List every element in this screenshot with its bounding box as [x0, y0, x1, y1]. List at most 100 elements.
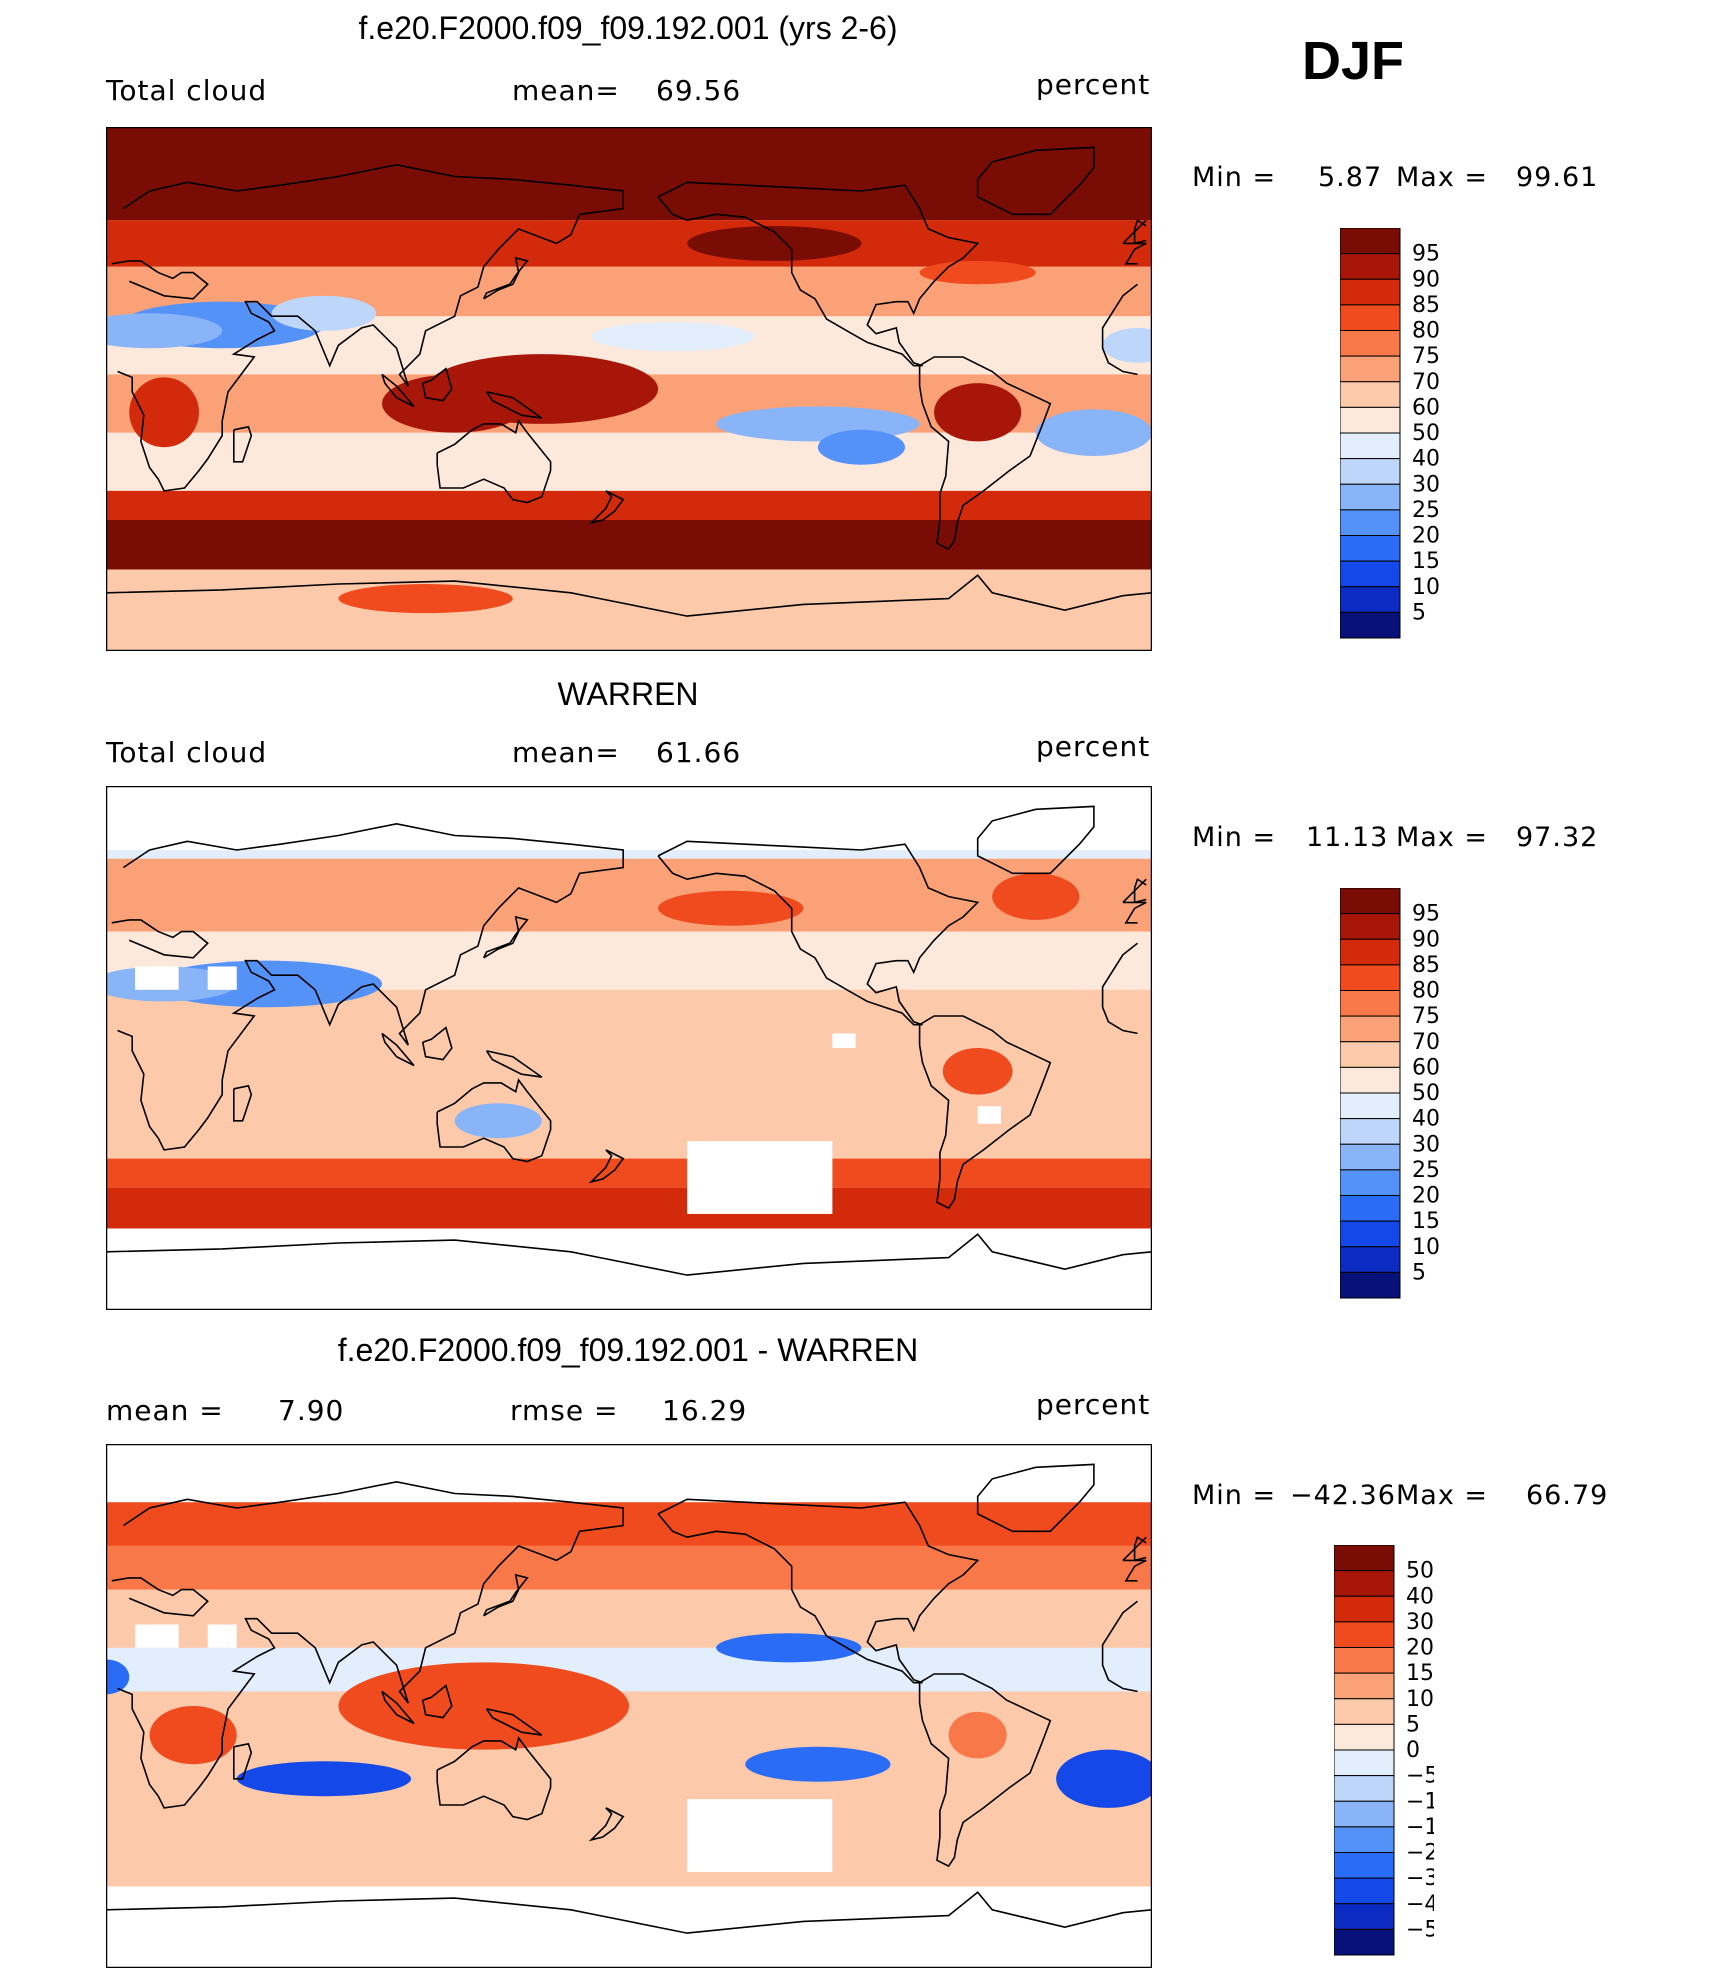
panel-1-max-label: Max =	[1396, 162, 1489, 193]
coastline-7	[381, 373, 415, 408]
panel-3-rmse-value: 16.29	[662, 1394, 748, 1427]
panel-2-colorbar-swatch-9	[1340, 1118, 1401, 1145]
coastline-5	[1133, 877, 1147, 904]
panel-1-colorbar-swatch-8	[1340, 432, 1401, 460]
panel-2-north-atlantic	[992, 873, 1080, 920]
panel-2-amazon	[942, 1048, 1013, 1095]
panel-2-mean-value: 61.66	[656, 736, 742, 769]
panel-2-band-midlat-north	[106, 858, 1152, 932]
panel-3-missing-pacific	[687, 1799, 833, 1872]
panel-1-colorbar-swatch-4	[1340, 330, 1401, 357]
panel-3-colorbar-swatch-6	[1334, 1698, 1395, 1725]
coastline-7	[381, 1690, 415, 1725]
panel-2-units: percent	[1036, 730, 1151, 763]
panel-1-colorbar-tick-label: 70	[1412, 370, 1440, 395]
panel-3-colorbar-swatch-5	[1334, 1672, 1395, 1700]
panel-2-missing-antarctic	[106, 1228, 1152, 1310]
panel-3-max-label: Max =	[1396, 1480, 1489, 1511]
panel-2-colorbar-tick-label: 30	[1412, 1132, 1440, 1157]
coastline-1	[657, 181, 980, 367]
panel-1-colorbar-tick-label: 50	[1412, 421, 1440, 446]
panel-1-band-midlat-north	[106, 220, 1152, 267]
panel-1-atlantic-dry-north	[1102, 327, 1152, 363]
panel-3-atlantic-neg-east	[106, 1659, 130, 1695]
coastline-11	[588, 1807, 625, 1842]
panel-1-colorbar-tick-label: 20	[1412, 524, 1440, 549]
panel-3-colorbar-tick-label: −50	[1406, 1917, 1434, 1942]
panel-3-max-value: 66.79	[1526, 1480, 1609, 1511]
panel-3-colorbar-swatch-15	[1334, 1928, 1395, 1956]
panel-1-colorbar-swatch-14	[1340, 586, 1401, 613]
panel-1-map	[106, 127, 1152, 651]
panel-1-mean-value: 69.56	[656, 74, 742, 107]
coastline-1	[657, 840, 980, 1026]
panel-3-colorbar-tick-label: −30	[1406, 1866, 1434, 1891]
panel-3-colorbar-swatch-14	[1334, 1903, 1395, 1930]
panel-2-colorbar-swatch-7	[1340, 1066, 1401, 1094]
coastline-4	[976, 805, 1095, 875]
panel-1-pacific-dry-south	[817, 429, 906, 465]
panel-2-band-southern-ocean	[106, 1187, 1152, 1229]
panel-1-min-label: Min =	[1192, 162, 1277, 193]
panel-1-greenland	[1006, 161, 1065, 197]
panel-1-colorbar-tick-label: 95	[1412, 242, 1440, 267]
panel-3-colorbar-swatch-10	[1334, 1800, 1395, 1828]
panel-2-missing-pacific	[687, 1141, 833, 1214]
panel-2-colorbar-tick-label: 75	[1412, 1004, 1440, 1029]
panel-1-field	[106, 127, 1152, 651]
coastline-9	[485, 391, 543, 419]
panel-3-colorbar-swatch-1	[1334, 1570, 1395, 1597]
coastline-10	[233, 1742, 253, 1780]
panel-1-min-value: 5.87	[1318, 162, 1383, 193]
panel-2-colorbar-tick-label: 25	[1412, 1158, 1440, 1183]
coastline-6	[482, 1573, 529, 1617]
panel-1-congo	[129, 377, 199, 448]
coastline-3	[436, 1736, 552, 1821]
panel-1-colorbar-tick-label: 5	[1412, 600, 1426, 625]
panel-1-colorbar-swatch-10	[1340, 483, 1401, 511]
panel-1-colorbar-swatch-1	[1340, 253, 1401, 280]
coastline-9	[485, 1708, 543, 1736]
panel-1-colorbar-tick-label: 15	[1412, 549, 1440, 574]
panel-3-pacific-neg-south	[745, 1746, 891, 1782]
panel-1-colorbar-swatch-15	[1340, 611, 1401, 639]
panel-1-title: f.e20.F2000.f09_f09.192.001 (yrs 2-6)	[358, 10, 898, 46]
coastline-2	[918, 356, 1052, 551]
coastline-6	[482, 256, 529, 300]
panel-2-frame	[106, 786, 1152, 1310]
panel-3-min-label: Min =	[1192, 1480, 1277, 1511]
panel-2-map	[106, 786, 1152, 1310]
panel-2-colorbar-swatch-2	[1340, 938, 1401, 966]
panel-3-missing-arctic	[106, 1444, 1152, 1503]
panel-2-colorbar-swatch-13	[1340, 1220, 1401, 1248]
panel-3-colorbar-tick-label: −15	[1406, 1815, 1434, 1840]
coastline-5	[1133, 1535, 1147, 1562]
panel-1-band-subtropic-south	[106, 432, 1152, 491]
panel-3-amazon	[948, 1711, 1007, 1759]
panel-1-band-arctic	[106, 127, 1152, 221]
panel-3-colorbar-tick-label: 0	[1406, 1738, 1420, 1763]
coastline-2	[918, 1015, 1052, 1210]
panel-2-colorbar-tick-label: 50	[1412, 1081, 1440, 1106]
panel-2-colorbar-tick-label: 85	[1412, 953, 1440, 978]
panel-3-map	[106, 1444, 1152, 1968]
panel-3-pacific-neg-north	[716, 1633, 862, 1663]
panel-2-colorbar-swatch-0	[1340, 888, 1401, 915]
panel-2-colorbar-swatch-11	[1340, 1169, 1401, 1196]
panel-3-colorbar-swatch-7	[1334, 1723, 1395, 1751]
panel-2-colorbar-swatch-5	[1340, 1015, 1401, 1043]
panel-1-colorbar-swatch-7	[1340, 406, 1401, 434]
panel-2-missing-sahara-2	[207, 966, 237, 990]
panel-2-colorbar-swatch-1	[1340, 913, 1401, 940]
panel-1-maritime	[382, 374, 528, 433]
coastline-4	[976, 1463, 1095, 1533]
panel-3-colorbar-tick-label: 40	[1406, 1584, 1434, 1609]
coastline-6	[482, 915, 529, 959]
coastline-10	[233, 425, 253, 463]
panel-2-mean-label: mean=	[512, 736, 620, 769]
panel-1-colorbar-tick-label: 40	[1412, 447, 1440, 472]
panel-1-amazon	[934, 383, 1022, 442]
coastline-11	[588, 1149, 625, 1184]
panel-3-colorbar-swatch-13	[1334, 1877, 1395, 1905]
